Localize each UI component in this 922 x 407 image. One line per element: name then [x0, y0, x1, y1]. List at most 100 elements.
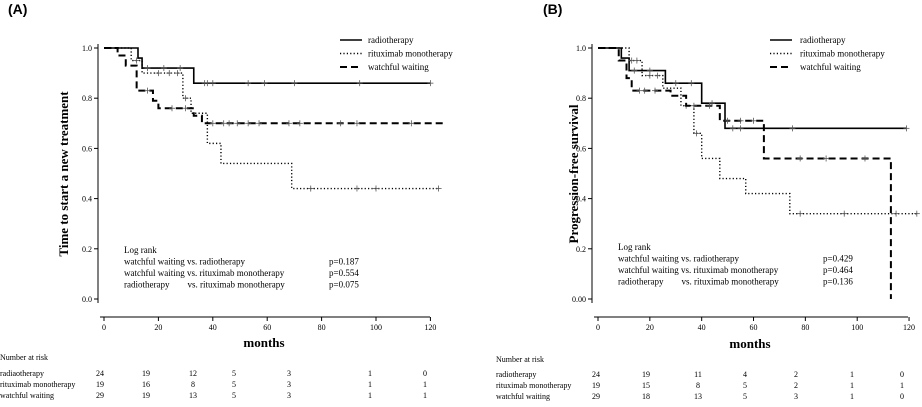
logrank-title: Log rank [124, 245, 157, 255]
logrank-p-value: p=0.554 [329, 268, 359, 278]
x-axis-label: months [729, 336, 770, 351]
risk-value: 12 [189, 369, 197, 378]
y-tick-label: 1.0 [576, 44, 586, 53]
y-tick-label: 0.2 [82, 245, 92, 254]
series-line [598, 47, 907, 130]
y-tick-label: 0.4 [576, 195, 586, 204]
x-tick-label: 60 [263, 323, 271, 332]
y-axis-label: Progression-free survival [566, 104, 581, 243]
x-tick-label: 60 [750, 323, 758, 332]
x-tick-label: 40 [209, 323, 217, 332]
x-tick-label: 80 [318, 323, 326, 332]
logrank-p-value: p=0.187 [329, 257, 359, 267]
x-tick-label: 120 [424, 323, 436, 332]
risk-value: 3 [287, 369, 291, 378]
series-watchful-waiting [598, 47, 892, 299]
risk-value: 1 [368, 391, 372, 400]
y-tick-label: 0.2 [576, 245, 586, 254]
panel-label: (A) [8, 1, 27, 17]
y-tick-label: 0.00 [572, 295, 586, 304]
risk-value: 24 [96, 369, 104, 378]
y-tick-label: 0.0 [82, 295, 92, 304]
risk-row-label: watchful waiting [0, 391, 54, 400]
x-tick-label: 20 [154, 323, 162, 332]
risk-row-label: radiaotherapy [0, 369, 44, 378]
risk-value: 0 [900, 392, 904, 401]
risk-value: 3 [287, 391, 291, 400]
legend-label: watchful waiting [800, 62, 861, 72]
y-tick-label: 0.6 [576, 144, 586, 153]
y-tick-label: 0.8 [82, 94, 92, 103]
logrank-comparison: radiotherapy vs. rituximab monotherapy [618, 277, 779, 287]
risk-value: 1 [850, 370, 854, 379]
risk-value: 0 [900, 370, 904, 379]
legend-label: radiotherapy [800, 35, 846, 45]
risk-value: 1 [900, 381, 904, 390]
risk-value: 13 [189, 391, 197, 400]
risk-row-label: radiotherapy [496, 370, 536, 379]
risk-value: 19 [142, 391, 150, 400]
series-line [104, 47, 444, 125]
risk-value: 3 [794, 392, 798, 401]
risk-value: 5 [743, 392, 747, 401]
series-line [598, 47, 892, 299]
x-tick-label: 100 [370, 323, 382, 332]
risk-table-title: Number at risk [496, 355, 544, 364]
logrank-p-value: p=0.075 [329, 280, 359, 290]
series-rituximab-monotherapy [598, 47, 920, 217]
x-tick-label: 0 [596, 323, 600, 332]
risk-value: 2 [794, 381, 798, 390]
risk-value: 3 [287, 380, 291, 389]
risk-value: 1 [850, 392, 854, 401]
risk-value: 24 [592, 370, 600, 379]
risk-row-label: rituximab monotherapy [0, 380, 75, 389]
risk-value: 2 [794, 370, 798, 379]
risk-value: 19 [96, 380, 104, 389]
x-tick-label: 120 [903, 323, 915, 332]
logrank-comparison: watchful waiting vs. radiotherapy [618, 254, 739, 264]
risk-row-label: watchful waiting [496, 392, 550, 401]
x-tick-label: 0 [102, 323, 106, 332]
legend-label: watchful waiting [368, 62, 429, 72]
logrank-p-value: p=0.136 [823, 277, 853, 287]
risk-value: 15 [642, 381, 650, 390]
series-rituximab-monotherapy [104, 47, 442, 192]
logrank-comparison: watchful waiting vs. rituximab monothera… [618, 265, 779, 275]
y-tick-label: 0.8 [576, 94, 586, 103]
risk-table-title: Number at risk [0, 353, 48, 362]
risk-value: 0 [423, 369, 427, 378]
risk-value: 5 [232, 380, 236, 389]
x-tick-label: 20 [646, 323, 654, 332]
risk-value: 4 [743, 370, 747, 379]
risk-value: 5 [232, 369, 236, 378]
chart-panel-b: (B)0.000.20.40.60.81.00 20 40 60 80 100 120mon… [496, 1, 920, 401]
risk-row-label: rituximab monotherapy [496, 381, 571, 390]
logrank-comparison: radiotherapy vs. rituximab monotherapy [124, 280, 285, 290]
risk-value: 1 [368, 380, 372, 389]
y-axis-label: Time to start a new treatment [56, 91, 71, 257]
legend-label: rituximab monotherapy [800, 49, 885, 59]
risk-value: 1 [850, 381, 854, 390]
series-line [598, 47, 917, 215]
logrank-p-value: p=0.429 [823, 254, 853, 264]
y-tick-label: 0.4 [82, 195, 92, 204]
logrank-comparison: watchful waiting vs. radiotherapy [124, 257, 245, 267]
risk-value: 19 [142, 369, 150, 378]
x-tick-label: 80 [801, 323, 809, 332]
risk-value: 16 [142, 380, 150, 389]
risk-value: 8 [696, 381, 700, 390]
logrank-title: Log rank [618, 242, 651, 252]
risk-value: 5 [232, 391, 236, 400]
risk-value: 19 [642, 370, 650, 379]
x-axis-label: months [243, 335, 284, 350]
risk-value: 29 [96, 391, 104, 400]
risk-value: 19 [592, 381, 600, 390]
logrank-comparison: watchful waiting vs. rituximab monothera… [124, 268, 285, 278]
chart-panel-a: (A)0.00.20.40.60.81.00 20 40 60 80 100 120mont… [0, 1, 453, 400]
series-radiotherapy [598, 47, 910, 132]
risk-value: 11 [694, 370, 702, 379]
y-tick-label: 1.0 [82, 44, 92, 53]
risk-value: 5 [743, 381, 747, 390]
y-tick-label: 0.6 [82, 144, 92, 153]
